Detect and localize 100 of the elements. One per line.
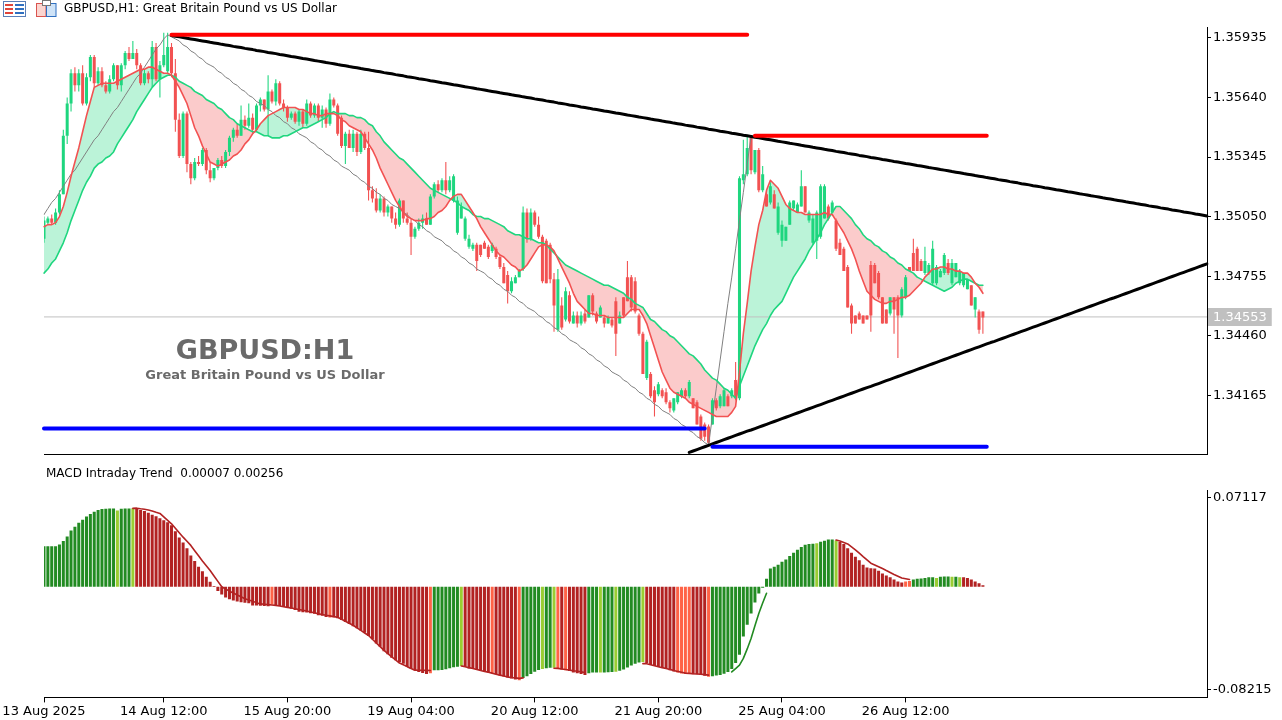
ref-line-label: 1.34553 bbox=[1213, 308, 1267, 324]
bar bbox=[533, 586, 537, 672]
bar bbox=[629, 586, 633, 666]
bar bbox=[81, 519, 85, 587]
bar bbox=[452, 586, 456, 668]
bar bbox=[498, 586, 502, 676]
bar bbox=[390, 586, 394, 658]
bar bbox=[954, 576, 958, 587]
bar bbox=[904, 581, 908, 587]
bar bbox=[637, 586, 641, 663]
bar bbox=[96, 509, 100, 587]
bar bbox=[455, 586, 459, 667]
bar bbox=[795, 549, 799, 587]
chart-title: MACD Intraday Trend 0.00007 0.00256 bbox=[46, 466, 284, 480]
x-tick-label: 20 Aug 12:00 bbox=[490, 702, 579, 718]
bar bbox=[664, 586, 668, 670]
x-tick-label: 15 Aug 20:00 bbox=[243, 702, 332, 718]
y-tick-label: 1.34460 bbox=[1213, 327, 1267, 343]
bar bbox=[220, 586, 224, 595]
bar bbox=[865, 567, 869, 587]
bar bbox=[374, 586, 378, 644]
bar bbox=[958, 577, 962, 587]
bar bbox=[602, 586, 606, 673]
bar bbox=[645, 586, 649, 664]
bar bbox=[680, 586, 684, 674]
bar bbox=[622, 586, 626, 670]
bar bbox=[73, 526, 77, 587]
bar bbox=[525, 586, 529, 677]
bar bbox=[370, 586, 374, 640]
bar bbox=[367, 586, 371, 636]
bar bbox=[127, 508, 131, 587]
bar bbox=[440, 586, 444, 670]
bar bbox=[448, 586, 452, 669]
x-tick-label: 13 Aug 2025 bbox=[2, 702, 86, 718]
bar bbox=[394, 586, 398, 661]
bar bbox=[301, 586, 305, 613]
bar bbox=[413, 586, 417, 671]
bar bbox=[208, 581, 212, 587]
bar bbox=[977, 583, 981, 587]
x-tick-label: 19 Aug 04:00 bbox=[367, 702, 455, 718]
bar bbox=[649, 586, 653, 665]
bar bbox=[54, 546, 58, 587]
bar bbox=[672, 586, 676, 672]
bar bbox=[571, 586, 575, 673]
bar bbox=[548, 586, 552, 668]
bar bbox=[683, 586, 687, 675]
bar bbox=[444, 586, 448, 670]
bar bbox=[274, 586, 278, 606]
bar bbox=[714, 586, 718, 676]
bar bbox=[88, 514, 92, 587]
bar bbox=[409, 586, 413, 669]
candlestick bbox=[880, 297, 884, 324]
bar bbox=[923, 577, 927, 587]
bar bbox=[355, 586, 359, 629]
y-tick-label: 1.35050 bbox=[1213, 207, 1267, 223]
bar bbox=[896, 581, 900, 587]
bar bbox=[336, 586, 340, 619]
bar bbox=[942, 576, 946, 587]
bar bbox=[123, 508, 127, 587]
bar bbox=[332, 586, 336, 618]
bar bbox=[583, 586, 587, 675]
bar bbox=[479, 586, 483, 671]
bar bbox=[517, 586, 521, 681]
bar bbox=[50, 546, 54, 587]
x-tick-label: 25 Aug 04:00 bbox=[738, 702, 826, 718]
bar bbox=[788, 556, 792, 587]
bar bbox=[436, 586, 440, 671]
bar bbox=[131, 508, 135, 587]
bar bbox=[108, 508, 112, 587]
bar bbox=[950, 576, 954, 587]
bar bbox=[397, 586, 401, 663]
bar bbox=[324, 586, 328, 617]
bar bbox=[77, 522, 81, 587]
bar bbox=[262, 586, 266, 607]
bar bbox=[235, 586, 239, 602]
bar bbox=[386, 586, 390, 655]
bar bbox=[776, 564, 780, 587]
bar bbox=[347, 586, 351, 625]
candlestick bbox=[803, 186, 807, 213]
bar bbox=[146, 512, 150, 587]
candlestick bbox=[865, 315, 869, 320]
bar bbox=[892, 579, 896, 587]
y-tick-label: 0.07117 bbox=[1213, 489, 1267, 505]
bar bbox=[784, 559, 788, 587]
bar bbox=[888, 577, 892, 587]
bar bbox=[320, 586, 324, 616]
bar bbox=[351, 586, 355, 627]
bar bbox=[591, 586, 595, 673]
bar bbox=[289, 586, 293, 609]
bar bbox=[656, 586, 660, 667]
bar bbox=[660, 586, 664, 668]
bar bbox=[104, 508, 108, 587]
bar bbox=[467, 586, 471, 669]
bar bbox=[432, 586, 436, 671]
annotation: Great Britain Pound vs US Dollar bbox=[145, 367, 386, 383]
bar bbox=[799, 546, 803, 587]
x-tick-label: 14 Aug 12:00 bbox=[119, 702, 208, 718]
bar bbox=[641, 586, 645, 662]
bar bbox=[162, 520, 166, 587]
bar bbox=[46, 546, 50, 587]
